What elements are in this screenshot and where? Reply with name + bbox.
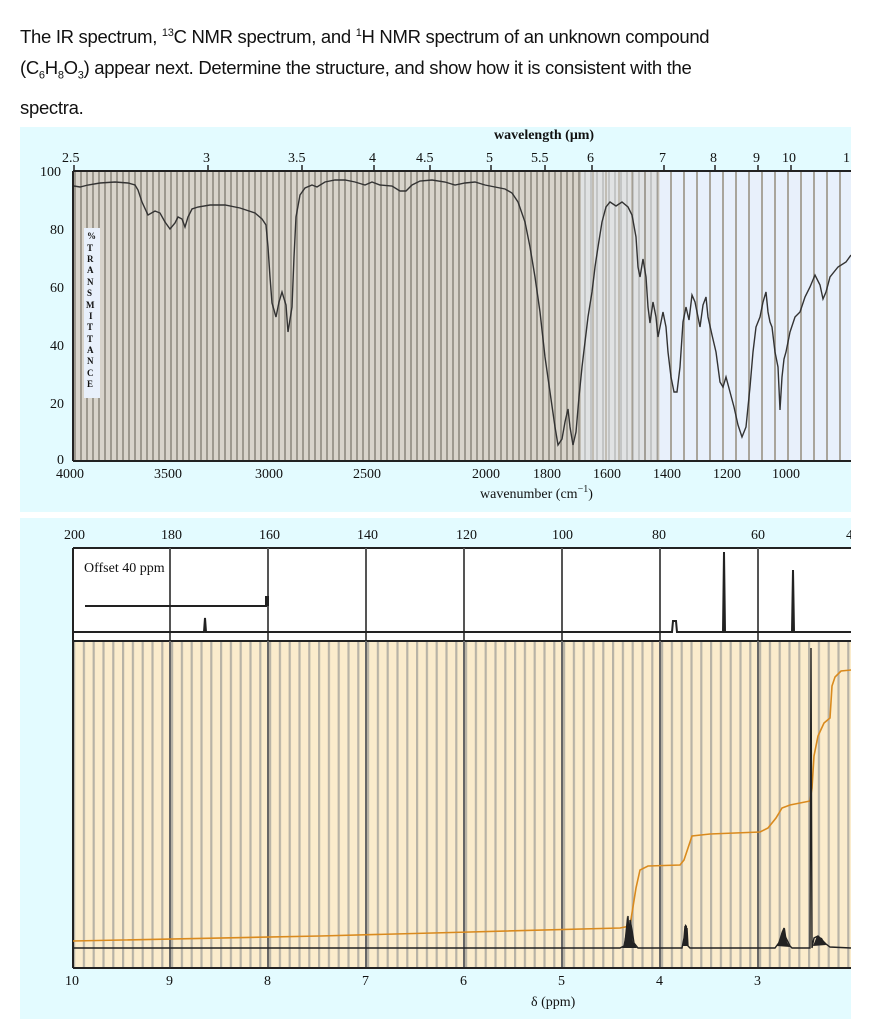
svg-text:1800: 1800 bbox=[533, 467, 561, 482]
svg-text:5: 5 bbox=[558, 974, 565, 989]
svg-text:180: 180 bbox=[161, 528, 182, 543]
svg-text:3: 3 bbox=[754, 974, 761, 989]
h1-axis-ticks: 10 9 8 7 6 5 4 3 bbox=[65, 974, 761, 989]
svg-text:A: A bbox=[87, 265, 94, 275]
svg-text:2500: 2500 bbox=[353, 467, 381, 482]
svg-text:6: 6 bbox=[587, 151, 594, 166]
c13-axis-ticks: 200 180 160 140 120 100 80 60 4 bbox=[64, 528, 853, 543]
svg-text:N: N bbox=[87, 277, 94, 287]
svg-text:1000: 1000 bbox=[772, 467, 800, 482]
svg-text:120: 120 bbox=[456, 528, 477, 543]
c13-trace bbox=[73, 551, 851, 633]
svg-text:5.5: 5.5 bbox=[531, 151, 549, 166]
svg-text:T: T bbox=[87, 334, 93, 344]
svg-text:C: C bbox=[87, 368, 94, 378]
svg-text:N: N bbox=[87, 356, 94, 366]
nmr-chart: 200 180 160 140 120 100 80 60 4 Offset 40 ppm bbox=[64, 528, 853, 1010]
ir-top-axis-label: wavelength (μm) bbox=[494, 128, 594, 143]
svg-text:20: 20 bbox=[50, 397, 64, 412]
svg-text:40: 40 bbox=[50, 339, 64, 354]
c13-offset-label: Offset 40 ppm bbox=[84, 561, 165, 576]
svg-text:8: 8 bbox=[264, 974, 271, 989]
svg-text:%: % bbox=[87, 231, 96, 241]
svg-text:3.5: 3.5 bbox=[288, 151, 306, 166]
ir-chart: 2.5 3 3.5 4 4.5 5 5.5 6 7 8 9 10 1 wavelength (μ… bbox=[40, 128, 852, 502]
svg-text:60: 60 bbox=[50, 281, 64, 296]
ir-bottom-axis-ticks: 4000 3500 3000 2500 2000 1800 1600 1400 1200 1… bbox=[56, 467, 800, 482]
svg-text:1600: 1600 bbox=[593, 467, 621, 482]
h1-trace bbox=[73, 647, 852, 949]
ir-y-axis-ticks: 100 80 60 40 20 0 bbox=[40, 165, 64, 468]
svg-text:R: R bbox=[87, 254, 94, 264]
svg-text:60: 60 bbox=[751, 528, 765, 543]
svg-text:4000: 4000 bbox=[56, 467, 84, 482]
svg-text:100: 100 bbox=[40, 165, 61, 180]
svg-text:8: 8 bbox=[710, 151, 717, 166]
svg-text:4: 4 bbox=[369, 151, 376, 166]
svg-text:M: M bbox=[86, 300, 95, 310]
svg-text:7: 7 bbox=[362, 974, 369, 989]
svg-text:0: 0 bbox=[57, 453, 64, 468]
question-text: The IR spectrum, 13C NMR spectrum, and 1… bbox=[20, 26, 710, 118]
svg-text:100: 100 bbox=[552, 528, 573, 543]
h1-axis-label: δ (ppm) bbox=[531, 995, 576, 1010]
svg-text:1400: 1400 bbox=[653, 467, 681, 482]
svg-text:2.5: 2.5 bbox=[62, 151, 80, 166]
svg-text:I: I bbox=[89, 311, 93, 321]
ir-trace bbox=[73, 179, 852, 447]
svg-text:10: 10 bbox=[65, 974, 79, 989]
svg-text:3500: 3500 bbox=[154, 467, 182, 482]
h1-integral-curve bbox=[72, 669, 852, 942]
ir-y-axis-label: %TR ANS MIT TAN CE bbox=[86, 231, 96, 389]
svg-text:1: 1 bbox=[843, 151, 850, 166]
svg-text:A: A bbox=[87, 345, 94, 355]
svg-text:9: 9 bbox=[753, 151, 760, 166]
svg-text:4: 4 bbox=[656, 974, 663, 989]
svg-text:4: 4 bbox=[846, 528, 851, 543]
svg-text:4.5: 4.5 bbox=[416, 151, 434, 166]
svg-text:80: 80 bbox=[652, 528, 666, 543]
svg-text:T: T bbox=[87, 243, 93, 253]
svg-text:3000: 3000 bbox=[255, 467, 283, 482]
svg-text:10: 10 bbox=[782, 151, 796, 166]
svg-text:160: 160 bbox=[259, 528, 280, 543]
svg-text:2000: 2000 bbox=[472, 467, 500, 482]
svg-text:5: 5 bbox=[486, 151, 493, 166]
ir-bottom-axis-label: wavenumber (cm−1) bbox=[480, 484, 593, 502]
svg-text:E: E bbox=[87, 379, 93, 389]
svg-text:6: 6 bbox=[460, 974, 467, 989]
svg-text:140: 140 bbox=[357, 528, 378, 543]
svg-text:S: S bbox=[87, 288, 92, 298]
svg-text:9: 9 bbox=[166, 974, 173, 989]
c13-offset-trace bbox=[85, 596, 269, 607]
svg-text:1200: 1200 bbox=[713, 467, 741, 482]
svg-text:80: 80 bbox=[50, 223, 64, 238]
ir-spectrum-panel: 2.5 3 3.5 4 4.5 5 5.5 6 7 8 9 10 1 wavelength (μ… bbox=[20, 127, 852, 512]
nmr-spectrum-panel: 200 180 160 140 120 100 80 60 4 Offset 40 ppm bbox=[20, 518, 853, 1019]
svg-text:200: 200 bbox=[64, 528, 85, 543]
ir-top-axis-ticks: 2.5 3 3.5 4 4.5 5 5.5 6 7 8 9 10 1 bbox=[62, 151, 850, 166]
svg-text:T: T bbox=[87, 322, 93, 332]
svg-text:3: 3 bbox=[203, 151, 210, 166]
svg-text:7: 7 bbox=[659, 151, 666, 166]
